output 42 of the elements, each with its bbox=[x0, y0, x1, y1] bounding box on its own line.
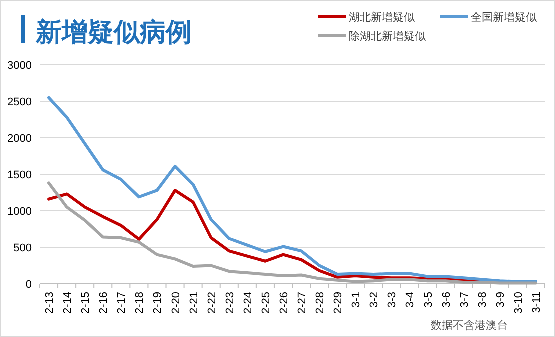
x-tick-label: 3-5 bbox=[422, 292, 435, 308]
legend-label: 除湖北新增疑似 bbox=[349, 30, 426, 43]
y-tick-label: 1000 bbox=[8, 206, 32, 218]
text: 数据不含港澳台 bbox=[431, 319, 508, 332]
x-tick-label: 2-25 bbox=[260, 292, 272, 314]
y-tick-label: 2500 bbox=[8, 96, 32, 108]
legend-label: 全国新增疑似 bbox=[471, 11, 537, 24]
x-tick-label: 2-15 bbox=[80, 292, 92, 314]
y-tick-label: 3000 bbox=[8, 60, 32, 72]
x-tick-label: 3-6 bbox=[440, 292, 453, 308]
y-tick-label: 0 bbox=[26, 279, 32, 291]
x-tick-label: 3-1 bbox=[350, 292, 363, 308]
x-tick-label: 2-28 bbox=[314, 292, 327, 314]
y-tick-label: 500 bbox=[14, 242, 32, 254]
x-tick-label: 2-18 bbox=[134, 292, 146, 314]
line-series bbox=[48, 182, 538, 285]
x-tick-label: 2-23 bbox=[224, 292, 236, 314]
x-tick-label: 3-10 bbox=[512, 292, 525, 314]
x-tick-label: 2-16 bbox=[98, 292, 110, 314]
y-tick-label: 1500 bbox=[8, 170, 32, 182]
x-tick-label: 2-29 bbox=[332, 292, 345, 314]
x-tick-label: 2-17 bbox=[116, 292, 128, 314]
x-tick-label: 3-7 bbox=[458, 292, 471, 308]
x-tick-label: 2-13 bbox=[44, 292, 56, 314]
chart-title: 新增疑似病例 bbox=[35, 17, 192, 47]
x-tick-label: 3-11 bbox=[530, 292, 543, 314]
x-tick-label: 2-14 bbox=[62, 292, 74, 314]
line-series bbox=[48, 96, 538, 284]
x-tick-label: 3-2 bbox=[368, 292, 381, 308]
x-tick-label: 2-19 bbox=[152, 292, 164, 314]
x-tick-label: 2-26 bbox=[278, 292, 290, 314]
x-tick-label: 2-21 bbox=[188, 292, 200, 314]
x-tick-label: 3-4 bbox=[404, 292, 417, 308]
x-tick-label: 3-3 bbox=[386, 292, 399, 308]
x-tick-label: 3-9 bbox=[494, 292, 507, 308]
x-tick-label: 2-27 bbox=[296, 292, 309, 314]
x-tick-label: 3-8 bbox=[476, 292, 489, 308]
x-tick-label: 2-20 bbox=[170, 292, 182, 314]
x-tick-label: 2-24 bbox=[242, 292, 254, 314]
legend-label: 湖北新增疑似 bbox=[349, 11, 415, 24]
x-tick-label: 2-22 bbox=[206, 292, 218, 314]
y-tick-label: 2000 bbox=[8, 133, 32, 145]
